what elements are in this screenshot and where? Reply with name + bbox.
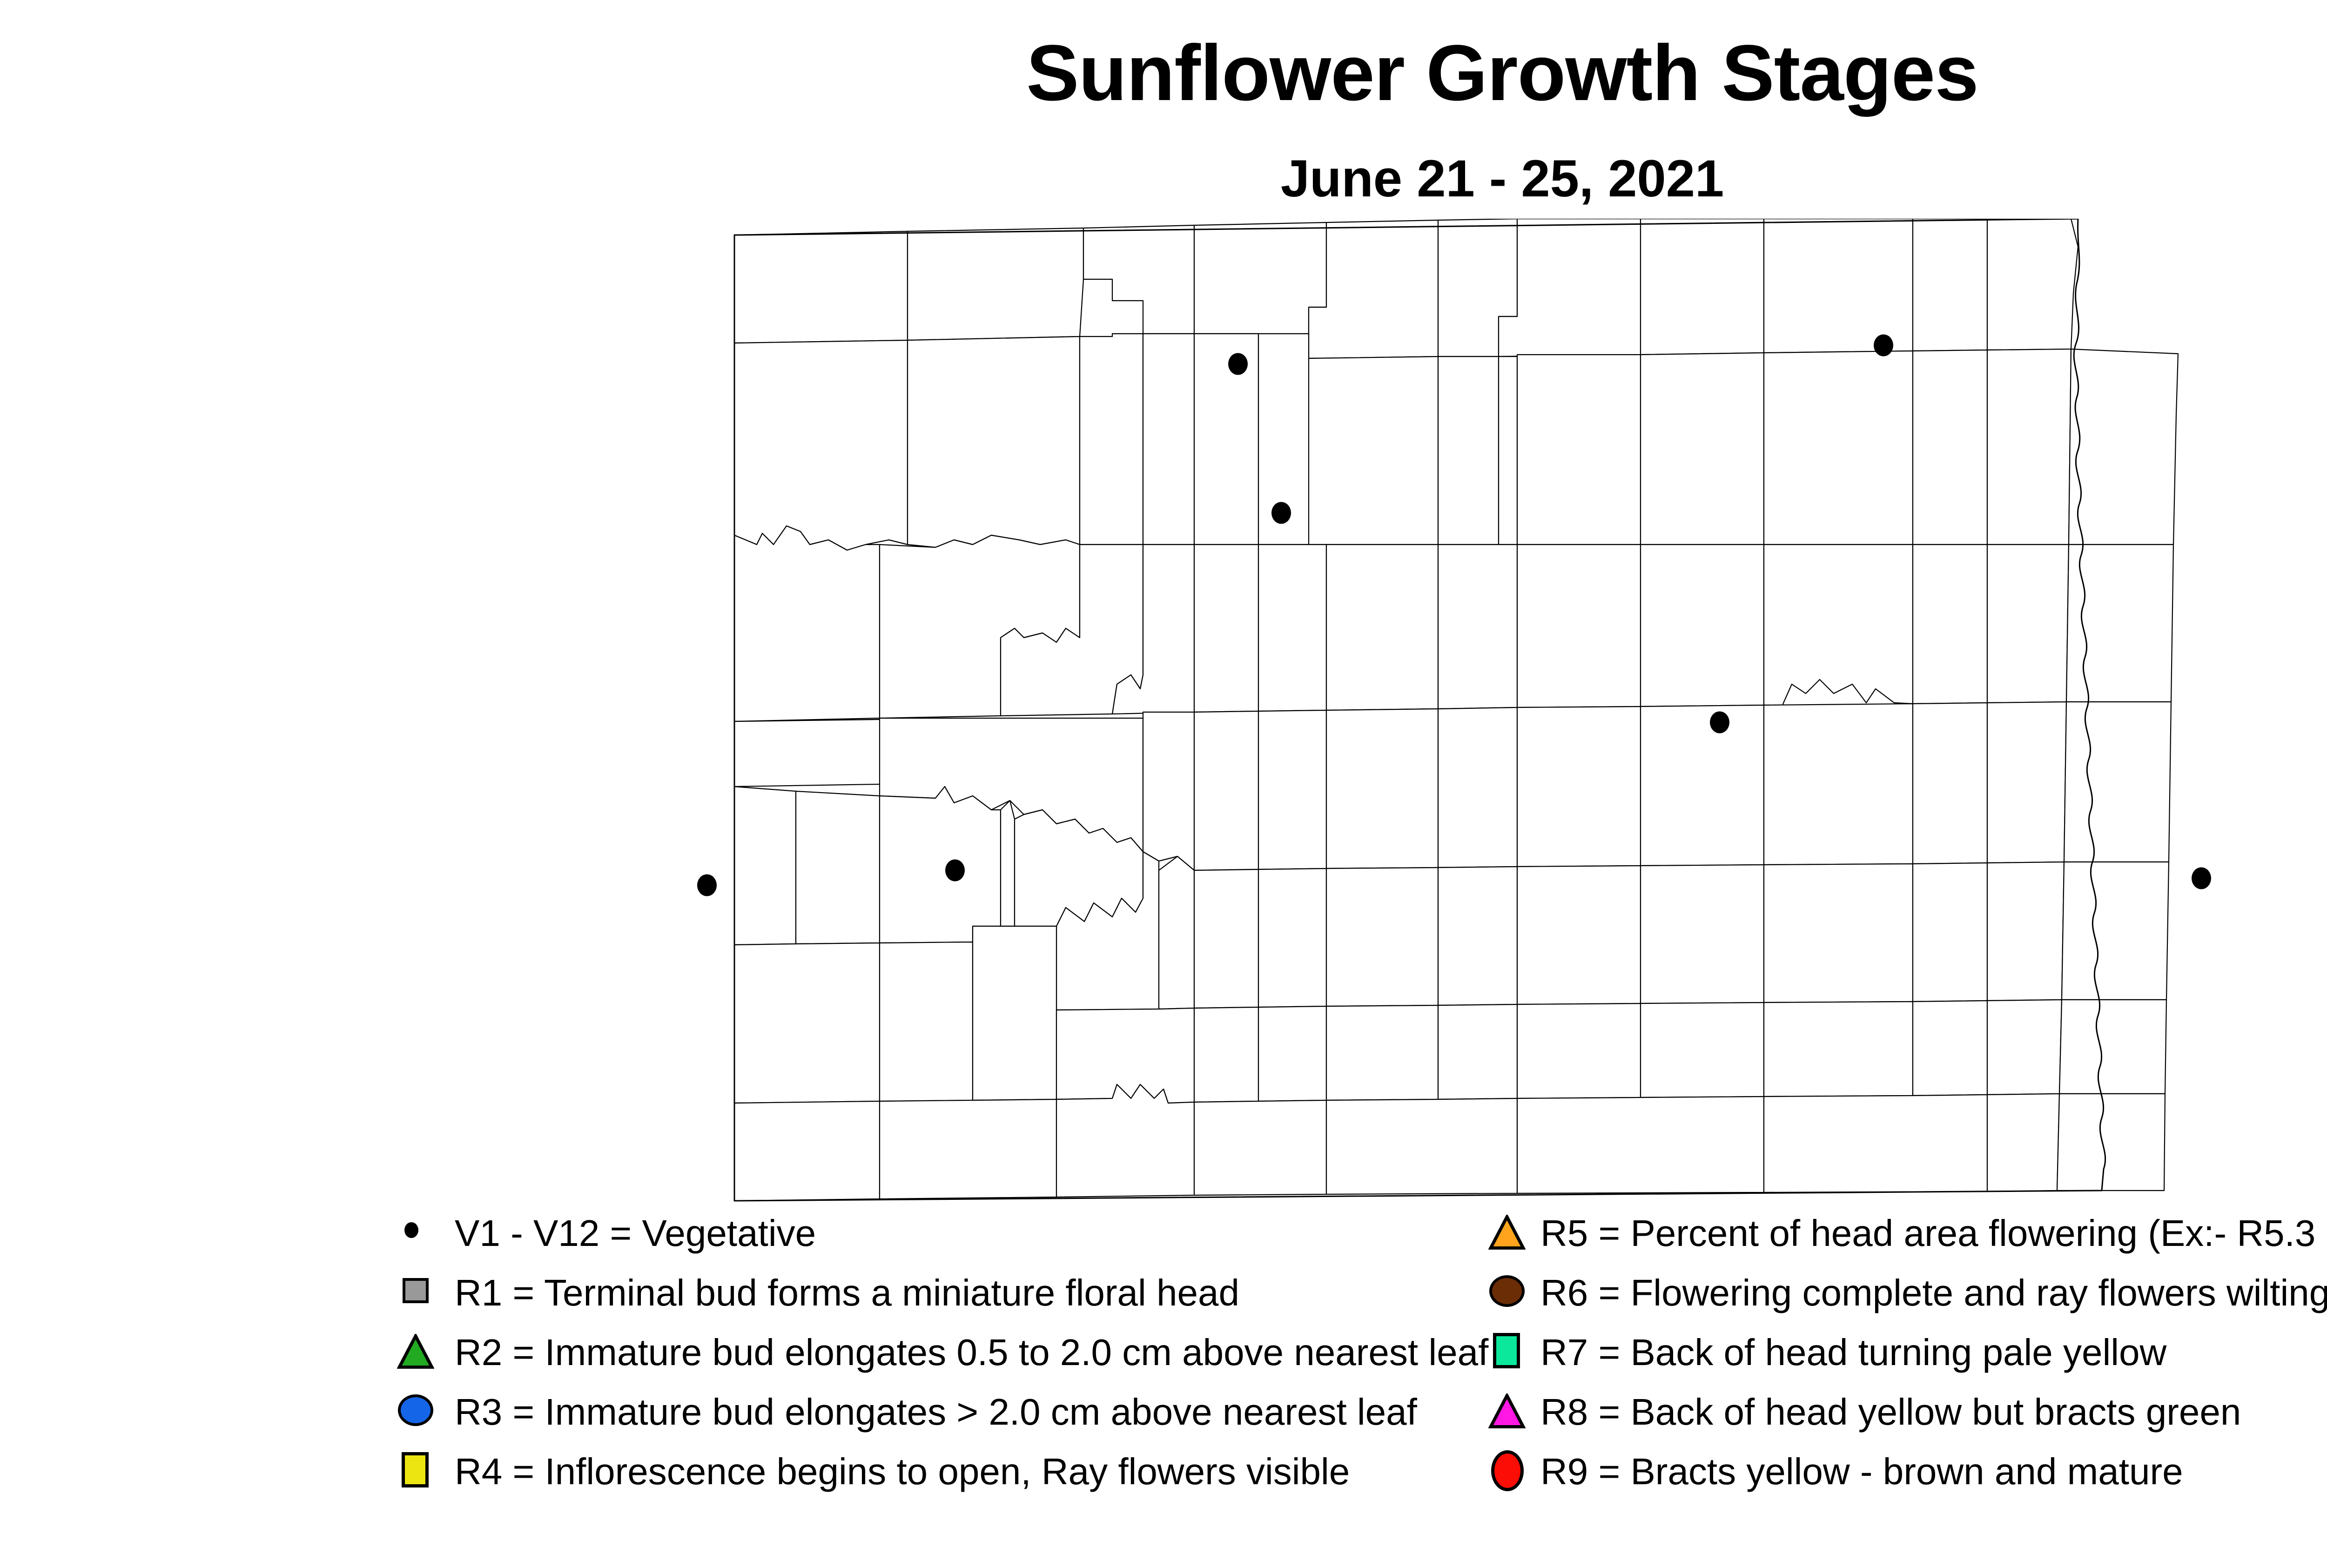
page-subtitle: June 21 - 25, 2021	[1280, 149, 1724, 208]
legend-item-label: R2 = Immature bud elongates 0.5 to 2.0 c…	[455, 1332, 1489, 1373]
legend-item-label: R1 = Terminal bud forms a miniature flor…	[455, 1272, 1240, 1313]
sample-site-dot[interactable]	[697, 874, 717, 896]
legend-item-v[interactable]: V1 - V12 = Vegetative	[393, 1210, 1510, 1270]
r9-red-circle-icon	[1485, 1448, 1529, 1493]
state-outline	[734, 219, 2105, 1201]
r3-blue-circle-icon	[393, 1389, 438, 1433]
sample-site-dot[interactable]	[1271, 502, 1291, 524]
legend-item-r2[interactable]: R2 = Immature bud elongates 0.5 to 2.0 c…	[393, 1329, 1510, 1389]
legend-item-label: R5 = Percent of head area flowering (Ex:…	[1540, 1212, 2327, 1254]
legend-item-label: R6 = Flowering complete and ray flowers …	[1540, 1272, 2327, 1313]
north-dakota-county-map	[647, 219, 2304, 1210]
legend-item-label: V1 - V12 = Vegetative	[455, 1212, 816, 1254]
legend-column-left: V1 - V12 = Vegetative R1 = Terminal bud …	[393, 1210, 1510, 1508]
r6-brown-circle-icon	[1485, 1270, 1529, 1314]
legend-item-r4[interactable]: R4 = Inflorescence begins to open, Ray f…	[393, 1448, 1510, 1508]
r1-gray-square-icon	[393, 1270, 438, 1314]
sample-site-dot[interactable]	[945, 859, 965, 882]
county-boundaries	[734, 219, 2178, 1201]
r2-green-triangle-icon	[393, 1329, 438, 1374]
legend-item-label: R9 = Bracts yellow - brown and mature	[1540, 1451, 2183, 1492]
r8-magenta-triangle-icon	[1485, 1389, 1529, 1433]
legend-item-r6[interactable]: R6 = Flowering complete and ray flowers …	[1485, 1270, 2327, 1329]
sample-site-dot[interactable]	[1710, 711, 1729, 734]
legend-item-r9[interactable]: R9 = Bracts yellow - brown and mature	[1485, 1448, 2327, 1508]
page-title: Sunflower Growth Stages	[1026, 29, 1979, 117]
sample-site-dot[interactable]	[2192, 867, 2211, 889]
r5-orange-triangle-icon	[1485, 1210, 1529, 1255]
legend-item-label: R4 = Inflorescence begins to open, Ray f…	[455, 1451, 1350, 1492]
map-svg	[697, 219, 2211, 1210]
legend-item-r8[interactable]: R8 = Back of head yellow but bracts gree…	[1485, 1389, 2327, 1448]
legend-item-label: R7 = Back of head turning pale yellow	[1540, 1332, 2167, 1373]
vegetative-dot-icon	[393, 1210, 438, 1255]
sample-site-dot[interactable]	[1874, 334, 1893, 357]
legend-item-r1[interactable]: R1 = Terminal bud forms a miniature flor…	[393, 1270, 1510, 1329]
legend-item-r3[interactable]: R3 = Immature bud elongates > 2.0 cm abo…	[393, 1389, 1510, 1448]
legend-item-r7[interactable]: R7 = Back of head turning pale yellow	[1485, 1329, 2327, 1389]
legend-item-label: R8 = Back of head yellow but bracts gree…	[1540, 1391, 2241, 1433]
r7-green-square-icon	[1485, 1329, 1529, 1374]
sample-site-dot[interactable]	[1228, 353, 1248, 375]
legend: V1 - V12 = Vegetative R1 = Terminal bud …	[0, 1210, 2327, 1536]
r4-yellow-square-icon	[393, 1448, 438, 1493]
legend-item-label: R3 = Immature bud elongates > 2.0 cm abo…	[455, 1391, 1417, 1433]
sample-site-dots	[697, 334, 2211, 896]
legend-column-right: R5 = Percent of head area flowering (Ex:…	[1485, 1210, 2327, 1508]
legend-item-r5[interactable]: R5 = Percent of head area flowering (Ex:…	[1485, 1210, 2327, 1270]
